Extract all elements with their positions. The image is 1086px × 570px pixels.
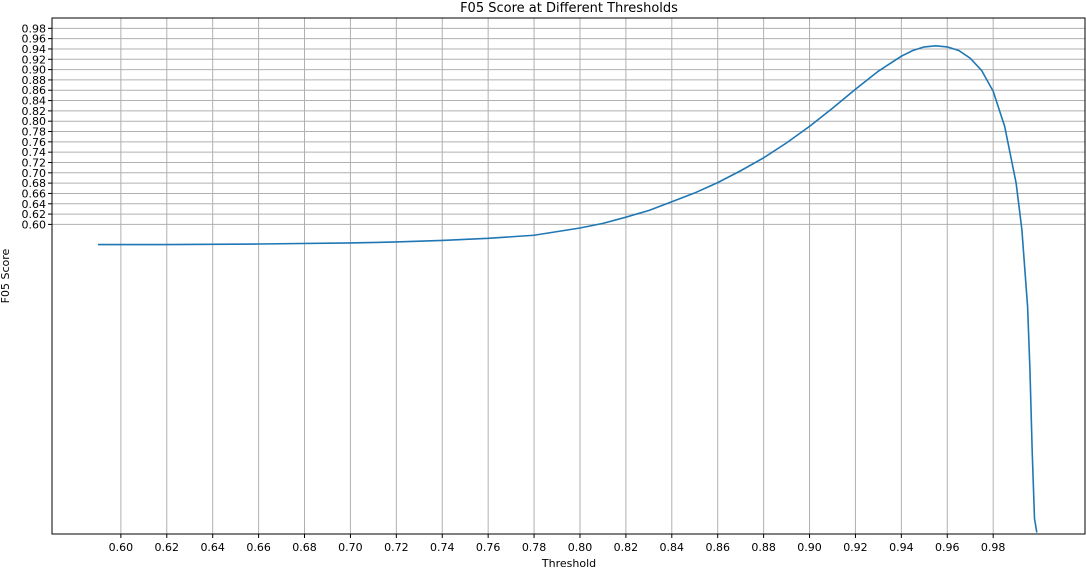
y-tick-label: 0.76: [22, 136, 47, 149]
y-tick-label: 0.60: [22, 218, 47, 231]
x-tick-label: 0.64: [200, 541, 225, 554]
x-tick-label: 0.76: [476, 541, 501, 554]
y-tick-label: 0.88: [22, 74, 47, 87]
x-tick-label: 0.98: [981, 541, 1006, 554]
y-tick-label: 0.80: [22, 115, 47, 128]
x-tick-label: 0.60: [109, 541, 134, 554]
x-tick-label: 0.72: [384, 541, 409, 554]
y-tick-label: 0.82: [22, 105, 47, 118]
x-tick-label: 0.70: [338, 541, 363, 554]
x-tick-label: 0.62: [155, 541, 180, 554]
y-tick-label: 0.98: [22, 22, 47, 35]
y-tick-label: 0.78: [22, 126, 47, 139]
x-tick-label: 0.92: [843, 541, 868, 554]
x-tick-label: 0.74: [430, 541, 455, 554]
f05-score-line: [97, 45, 1038, 533]
x-tick-label: 0.66: [246, 541, 271, 554]
y-tick-label: 0.84: [22, 95, 47, 108]
y-tick-label: 0.62: [22, 208, 47, 221]
x-tick-label: 0.88: [751, 541, 776, 554]
x-tick-label: 0.82: [614, 541, 639, 554]
y-tick-label: 0.92: [22, 53, 47, 66]
x-tick-label: 0.90: [797, 541, 822, 554]
x-tick-label: 0.68: [292, 541, 317, 554]
x-tick-label: 0.86: [705, 541, 730, 554]
y-tick-label: 0.74: [22, 146, 47, 159]
y-axis-label: F05 Score: [0, 248, 12, 303]
x-tick-label: 0.80: [568, 541, 593, 554]
plot-frame: [51, 17, 1086, 535]
x-tick-label: 0.78: [522, 541, 547, 554]
y-tick-label: 0.66: [22, 187, 47, 200]
y-tick-label: 0.70: [22, 167, 47, 180]
x-tick-label: 0.84: [660, 541, 685, 554]
x-axis-label: Threshold: [541, 557, 596, 570]
y-tick-label: 0.96: [22, 33, 47, 46]
tick-layer: 0.60 0.62 0.64 0.66 0.68 0.70 0.72 0.74 0.76 0.78…: [22, 22, 1006, 554]
y-tick-label: 0.64: [22, 198, 47, 211]
x-tick-label: 0.96: [935, 541, 960, 554]
y-tick-label: 0.68: [22, 177, 47, 190]
series-layer: [97, 45, 1038, 533]
y-tick-label: 0.94: [22, 43, 47, 56]
chart-title: F05 Score at Different Thresholds: [460, 1, 678, 16]
grid: [52, 18, 1085, 534]
y-tick-label: 0.72: [22, 156, 47, 169]
x-tick-label: 0.94: [889, 541, 914, 554]
y-tick-label: 0.86: [22, 84, 47, 97]
y-tick-label: 0.90: [22, 64, 47, 77]
